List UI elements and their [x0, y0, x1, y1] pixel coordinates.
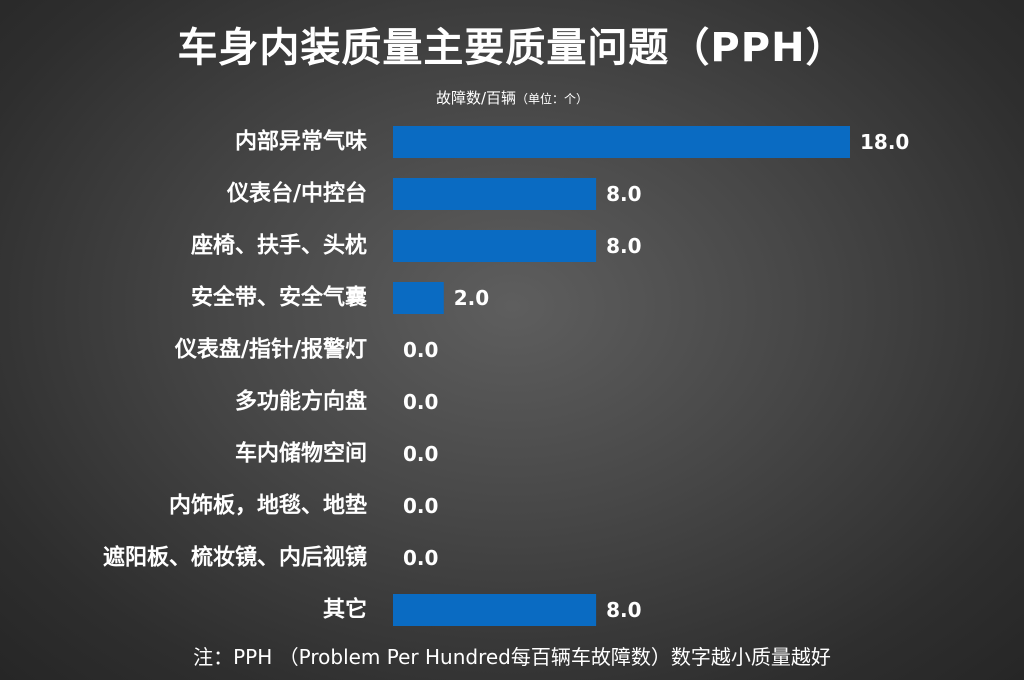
category-label: 仪表盘/指针/报警灯: [174, 337, 367, 363]
chart-title: 车身内装质量主要质量问题（PPH）: [177, 25, 847, 71]
subtitle-main: 故障数/百辆: [435, 89, 517, 107]
value-label: 8.0: [606, 182, 641, 206]
bar: [393, 282, 444, 314]
category-label: 安全带、安全气囊: [191, 285, 367, 311]
chart-footnote: 注：PPH （Problem Per Hundred每百辆车故障数）数字越小质量…: [193, 645, 831, 669]
bar: [393, 178, 597, 210]
value-label: 0.0: [403, 442, 438, 466]
value-label: 18.0: [860, 130, 909, 154]
category-label: 遮阳板、梳妆镜、内后视镜: [103, 545, 367, 571]
value-label: 0.0: [403, 546, 438, 570]
value-label: 8.0: [606, 598, 641, 622]
category-label: 仪表台/中控台: [226, 181, 367, 207]
category-label: 内部异常气味: [235, 129, 367, 155]
bar: [393, 126, 850, 158]
value-label: 2.0: [454, 286, 489, 310]
subtitle-unit: （单位：个）: [516, 92, 589, 106]
chart-subtitle: 故障数/百辆（单位：个）: [0, 89, 1024, 107]
category-label: 座椅、扶手、头枕: [191, 233, 367, 259]
value-label: 0.0: [403, 390, 438, 414]
category-label: 车内储物空间: [235, 441, 367, 467]
value-label: 0.0: [403, 338, 438, 362]
bar: [393, 230, 597, 262]
category-label: 内饰板，地毯、地垫: [169, 493, 367, 519]
category-label: 多功能方向盘: [235, 389, 367, 415]
category-label: 其它: [323, 597, 367, 623]
value-label: 8.0: [606, 234, 641, 258]
value-label: 0.0: [403, 494, 438, 518]
bar: [393, 594, 597, 626]
